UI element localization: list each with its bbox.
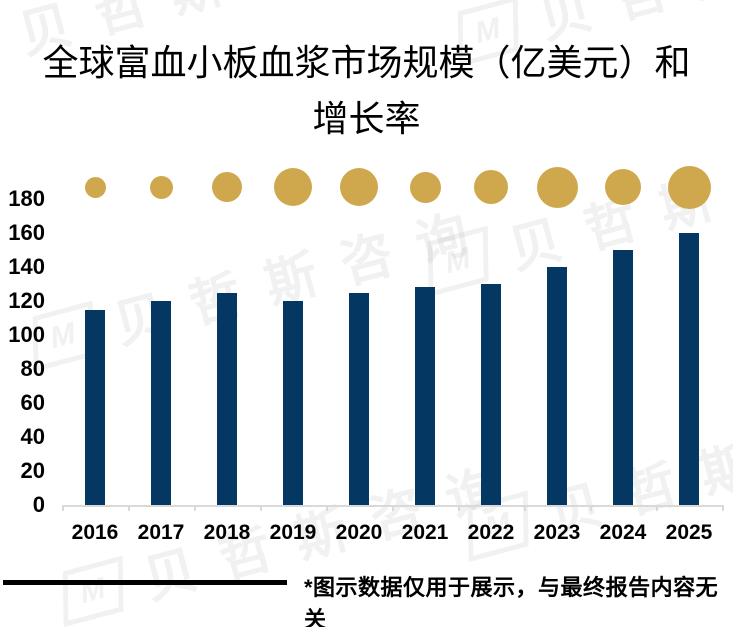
x-axis-tick — [128, 505, 130, 511]
bar-2022 — [481, 284, 501, 505]
chart-title: 全球富血小板血浆市场规模（亿美元）和 增长率 — [0, 36, 733, 148]
y-axis-label-160: 160 — [8, 220, 45, 245]
footer-divider — [3, 580, 287, 585]
x-axis-tick — [590, 505, 592, 511]
x-axis-tick — [656, 505, 658, 511]
x-axis-label-2019: 2019 — [269, 521, 317, 544]
x-axis-label-2018: 2018 — [203, 521, 251, 544]
x-axis-label-2016: 2016 — [71, 521, 119, 544]
x-axis-tick — [326, 505, 328, 511]
bubble-2025 — [667, 165, 711, 209]
bar-2025 — [679, 233, 699, 505]
bar-2018 — [217, 292, 237, 505]
y-axis-label-0: 0 — [32, 492, 45, 517]
y-axis-label-140: 140 — [8, 254, 45, 279]
x-axis-label-2017: 2017 — [137, 521, 185, 544]
bubble-2022 — [474, 170, 508, 204]
footnote-text: *图示数据仅用于展示，与最终报告内容无关 — [304, 575, 719, 627]
x-axis-label-2024: 2024 — [599, 521, 647, 544]
chart-title-line2: 增长率 — [312, 99, 421, 140]
bubble-2018 — [212, 172, 242, 202]
y-axis-label-120: 120 — [8, 288, 45, 313]
x-axis-label-2022: 2022 — [467, 521, 515, 544]
chart-title-line1: 全球富血小板血浆市场规模（亿美元）和 — [42, 43, 691, 84]
y-axis-label-100: 100 — [8, 322, 45, 347]
bar-2024 — [613, 250, 633, 505]
y-axis-label-40: 40 — [20, 424, 45, 449]
y-axis-label-20: 20 — [20, 458, 45, 483]
bar-2019 — [283, 301, 303, 505]
bubble-2019 — [274, 168, 312, 206]
x-axis-tick — [62, 505, 64, 511]
bar-2021 — [415, 287, 435, 505]
x-axis-tick — [392, 505, 394, 511]
bubble-2023 — [536, 166, 578, 208]
y-axis-label-80: 80 — [20, 356, 45, 381]
x-axis-label-2021: 2021 — [401, 521, 449, 544]
bubble-2024 — [605, 169, 641, 205]
x-axis-tick — [524, 505, 526, 511]
bubble-2020 — [340, 168, 378, 206]
x-axis-label-2025: 2025 — [665, 521, 713, 544]
bubble-2021 — [409, 171, 441, 203]
y-axis-label-60: 60 — [20, 390, 45, 415]
bubble-2017 — [149, 175, 173, 199]
x-axis-label-2020: 2020 — [335, 521, 383, 544]
bar-2020 — [349, 292, 369, 505]
x-axis-label-2023: 2023 — [533, 521, 581, 544]
bar-2016 — [85, 309, 105, 505]
bubble-2016 — [84, 176, 106, 198]
bar-2017 — [151, 301, 171, 505]
bar-2023 — [547, 267, 567, 505]
x-axis-tick — [260, 505, 262, 511]
y-axis-label-180: 180 — [8, 186, 45, 211]
x-axis-tick — [458, 505, 460, 511]
x-axis-tick — [194, 505, 196, 511]
x-axis-tick — [722, 505, 724, 511]
